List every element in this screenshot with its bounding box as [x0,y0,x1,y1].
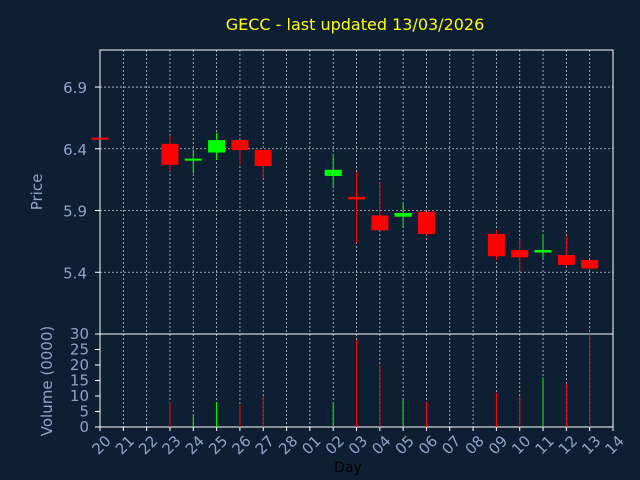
price-tick-label: 5.4 [63,264,87,282]
candle-body [254,150,272,167]
x-tick-label: 28 [275,432,301,458]
volume-bars [169,334,591,427]
candle-body [161,143,179,165]
x-tick-label: 11 [532,432,558,458]
x-tick-label: 04 [368,432,394,458]
x-tick-label: 25 [205,432,231,458]
volume-tick-label: 10 [70,387,89,405]
volume-axis-label: Volume (0000) [38,326,56,436]
price-tick-label: 6.4 [63,141,87,159]
volume-tick-label: 20 [70,356,89,374]
y-axis-label: Price [28,174,46,211]
candle-body [394,212,412,217]
x-tick-label: 22 [135,432,161,458]
x-tick-label: 20 [89,432,115,458]
x-tick-label: 26 [228,432,254,458]
x-tick-label: 09 [485,432,511,458]
price-gridlines [100,50,613,334]
x-tick-label: 23 [158,432,184,458]
x-tick-label: 02 [322,432,348,458]
price-tick-label: 6.9 [63,79,87,97]
x-tick-label: 03 [345,432,371,458]
volume-tick-label: 0 [79,418,89,436]
x-tick-label: 08 [462,432,488,458]
x-tick-label: 12 [555,432,581,458]
x-tick-label: 06 [415,432,441,458]
candle-body [231,140,249,151]
x-tick-label: 14 [602,432,628,458]
candle-body [324,169,342,176]
x-tick-label: 27 [252,432,278,458]
chart-title: GECC - last updated 13/03/2026 [226,15,485,34]
candle-body [417,211,435,234]
price-tick-label: 5.9 [63,203,87,221]
x-axis: 2021222324252627280102030405060708091011… [89,427,628,458]
volume-tick-label: 25 [70,341,89,359]
x-tick-label: 21 [112,432,138,458]
candle-body [371,215,389,231]
candle-body [208,140,226,153]
x-tick-label: 24 [182,432,208,458]
x-tick-label: 07 [438,432,464,458]
candle-body [487,233,505,257]
x-axis-label: Day [334,460,362,476]
volume-tick-label: 30 [70,325,89,343]
candle-body [184,158,202,161]
candle-body [348,196,365,200]
x-tick-label: 13 [578,432,604,458]
candle-body [91,137,109,140]
x-tick-label: 05 [392,432,418,458]
x-tick-label: 10 [508,432,534,458]
candles [91,132,599,272]
candle-body [557,254,575,265]
x-tick-label: 01 [298,432,324,458]
candle-body [534,250,552,253]
price-axis: 5.4 5.9 6.4 6.9 [63,79,100,282]
volume-tick-label: 15 [70,372,89,390]
candle-body [581,259,599,269]
candle-body [511,250,529,258]
volume-tick-label: 5 [79,403,89,421]
